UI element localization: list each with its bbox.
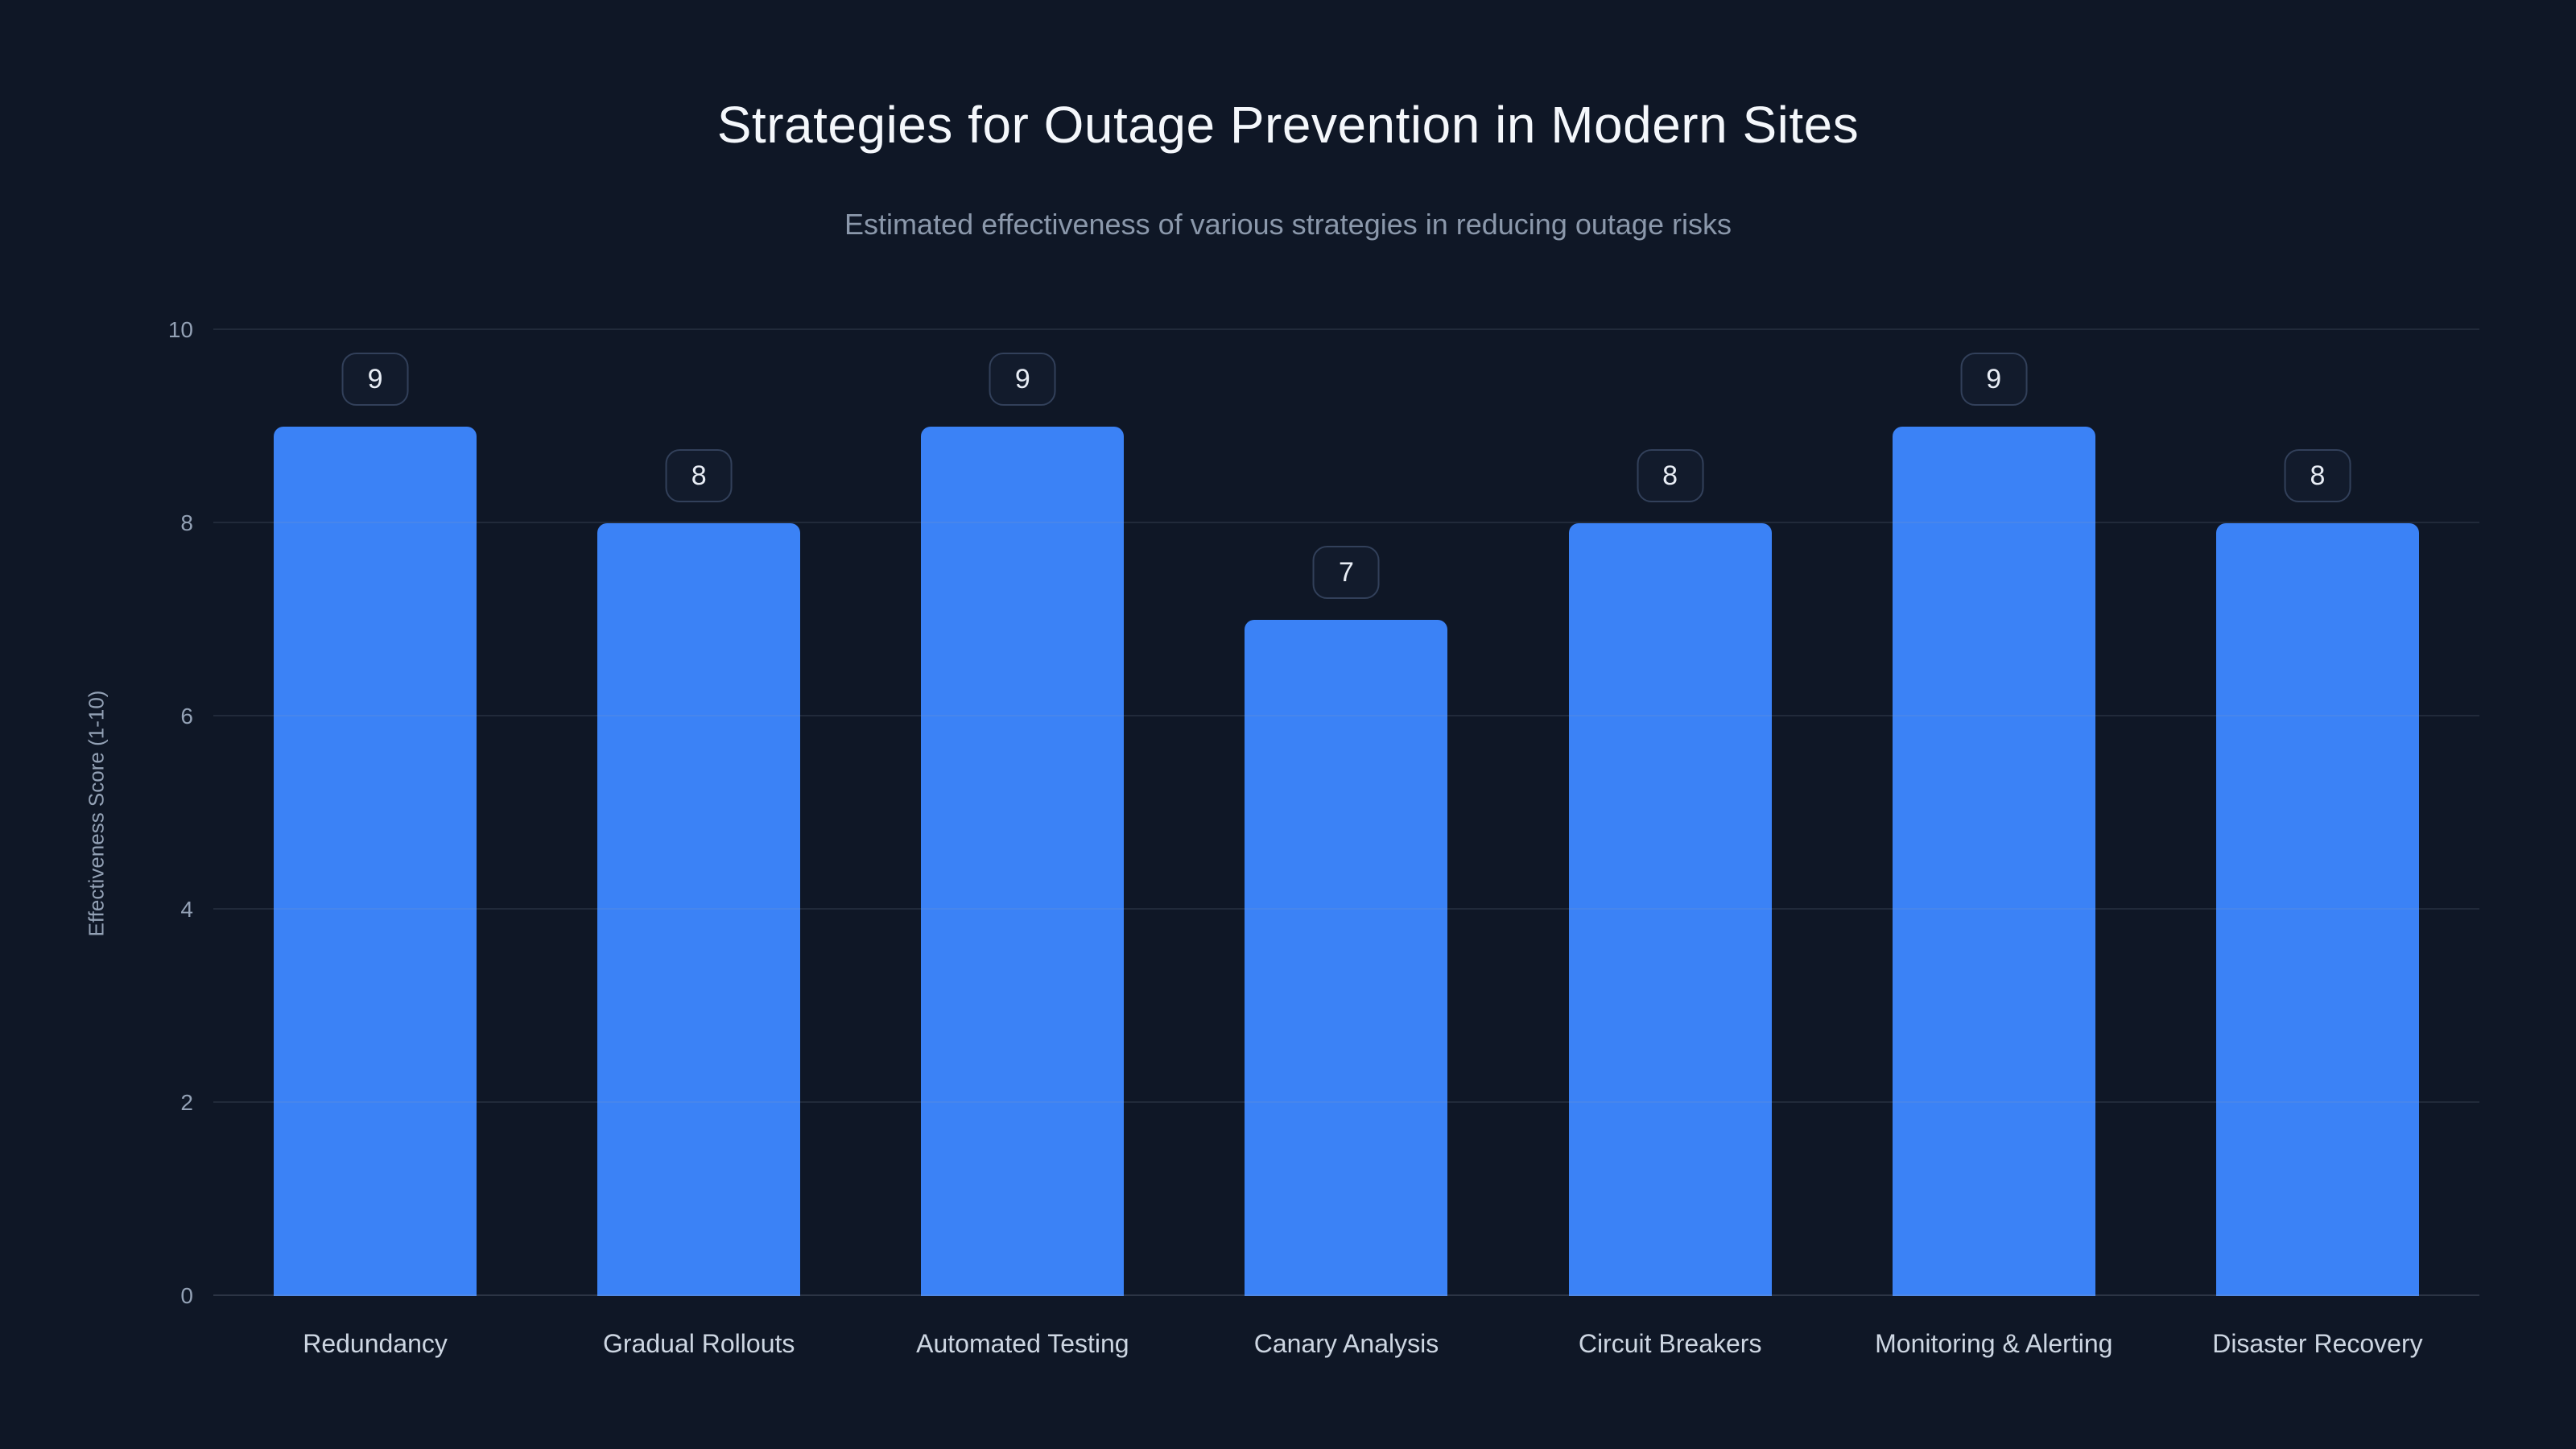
chart-subtitle: Estimated effectiveness of various strat… bbox=[844, 208, 1732, 241]
bar-redundancy: 9 bbox=[274, 353, 477, 1296]
x-axis-label: Gradual Rollouts bbox=[603, 1329, 795, 1358]
y-tick-label: 0 bbox=[180, 1283, 193, 1308]
bars-row: 9 Redundancy 8 Gradual Rollouts 9 Automated T… bbox=[213, 330, 2479, 1358]
x-axis-label: Canary Analysis bbox=[1253, 1329, 1439, 1358]
bar-slot: 9 Redundancy bbox=[213, 330, 537, 1358]
value-label: 8 bbox=[2284, 449, 2351, 502]
value-label: 8 bbox=[1637, 449, 1704, 502]
bar-automated-testing: 9 bbox=[921, 353, 1125, 1296]
bar-monitoring-alerting: 9 bbox=[1892, 353, 2095, 1296]
plot-area: 9 Redundancy 8 Gradual Rollouts 9 Automated T… bbox=[213, 328, 2479, 1358]
bar-slot: 9 Monitoring & Alerting bbox=[1832, 330, 2156, 1358]
bar-slot: 7 Canary Analysis bbox=[1184, 330, 1508, 1358]
y-tick-label: 2 bbox=[180, 1090, 193, 1115]
gridline bbox=[213, 1294, 2479, 1296]
x-axis-label: Circuit Breakers bbox=[1578, 1329, 1762, 1358]
bar-canary-analysis: 7 bbox=[1245, 546, 1448, 1296]
gridline bbox=[213, 908, 2479, 910]
y-axis-title-text: Effectiveness Score (1-10) bbox=[84, 690, 109, 936]
value-label: 7 bbox=[1313, 546, 1380, 599]
bar-slot: 8 Gradual Rollouts bbox=[537, 330, 861, 1358]
value-label: 9 bbox=[341, 353, 409, 406]
bar-slot: 8 Disaster Recovery bbox=[2156, 330, 2479, 1358]
bar-disaster-recovery: 8 bbox=[2215, 449, 2419, 1296]
value-label: 8 bbox=[665, 449, 733, 502]
gridline bbox=[213, 715, 2479, 716]
y-tick-label: 10 bbox=[167, 317, 193, 342]
gridline bbox=[213, 522, 2479, 523]
y-tick-label: 6 bbox=[180, 704, 193, 729]
value-label: 9 bbox=[1960, 353, 2028, 406]
x-axis-label: Monitoring & Alerting bbox=[1875, 1329, 2113, 1358]
y-tick-label: 8 bbox=[180, 510, 193, 535]
y-axis: 0 2 4 6 8 10 bbox=[121, 319, 193, 1307]
chart-title: Strategies for Outage Prevention in Mode… bbox=[716, 96, 1860, 154]
gridline bbox=[213, 1101, 2479, 1103]
value-label: 9 bbox=[989, 353, 1056, 406]
chart-header: Strategies for Outage Prevention in Mode… bbox=[0, 95, 2576, 242]
y-tick-label: 4 bbox=[180, 897, 193, 922]
bar-slot: 9 Automated Testing bbox=[861, 330, 1184, 1358]
x-axis-label: Redundancy bbox=[303, 1329, 448, 1358]
bar-gradual-rollouts: 8 bbox=[597, 449, 801, 1296]
bar-circuit-breakers: 8 bbox=[1568, 449, 1772, 1296]
x-axis-label: Automated Testing bbox=[916, 1329, 1129, 1358]
x-axis-label: Disaster Recovery bbox=[2212, 1329, 2423, 1358]
bar-slot: 8 Circuit Breakers bbox=[1509, 330, 1832, 1358]
gridline bbox=[213, 328, 2479, 330]
